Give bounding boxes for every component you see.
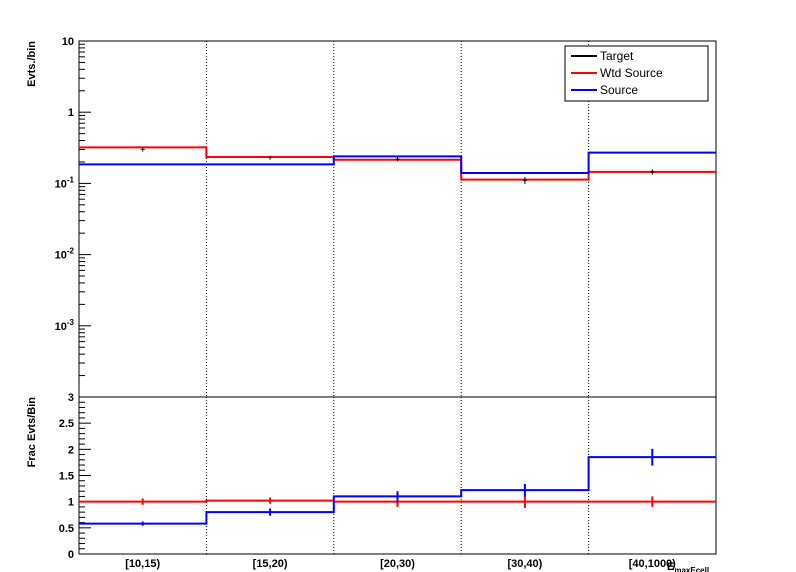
bottom-y-tick-label: 0.5 (59, 523, 74, 535)
top-y-tick-label: 1 (68, 107, 74, 119)
top-y-tick-label: 10-1 (55, 175, 75, 190)
bottom-y-tick-label: 2.5 (59, 418, 74, 430)
legend-entry-label: Target (600, 49, 634, 63)
bottom-frame (78, 396, 717, 555)
legend-entry-label: Wtd Source (600, 66, 663, 80)
x-axis-title: EmaxEcell (667, 561, 709, 572)
top-y-tick-label: 10 (62, 36, 74, 48)
x-category-label: [40,1000) (629, 558, 676, 570)
bottom-y-axis-title: Frac Evts/Bin (26, 397, 38, 468)
bottom-series-line (79, 456, 716, 525)
x-category-label: [30,40) (507, 558, 542, 570)
bottom-y-tick-label: 1.5 (59, 471, 74, 483)
top-y-tick-label: 10-2 (55, 247, 75, 262)
bottom-y-tick-label: 1 (68, 497, 74, 509)
legend: Target Wtd Source Source (564, 45, 709, 102)
top-y-axis-title: Evts./bin (26, 41, 38, 87)
x-category-label: [20,30) (380, 558, 415, 570)
top-series-line (79, 151, 716, 174)
legend-entry-label: Source (600, 83, 638, 97)
bottom-y-tick-label: 2 (68, 444, 74, 456)
x-category-label: [15,20) (253, 558, 288, 570)
bottom-y-tick-label: 3 (68, 392, 74, 404)
x-category-label: [10,15) (125, 558, 160, 570)
bottom-y-tick-label: 0 (68, 549, 74, 561)
top-y-tick-label: 10-3 (55, 318, 75, 333)
bottom-panel: 0 0.5 1 1.5 2 2.5 3 Frac Evts/Bin [10,15) [15,20)… (26, 392, 717, 572)
top-panel: 10 1 10-1 10-2 10-3 Evts./bin (26, 36, 717, 398)
